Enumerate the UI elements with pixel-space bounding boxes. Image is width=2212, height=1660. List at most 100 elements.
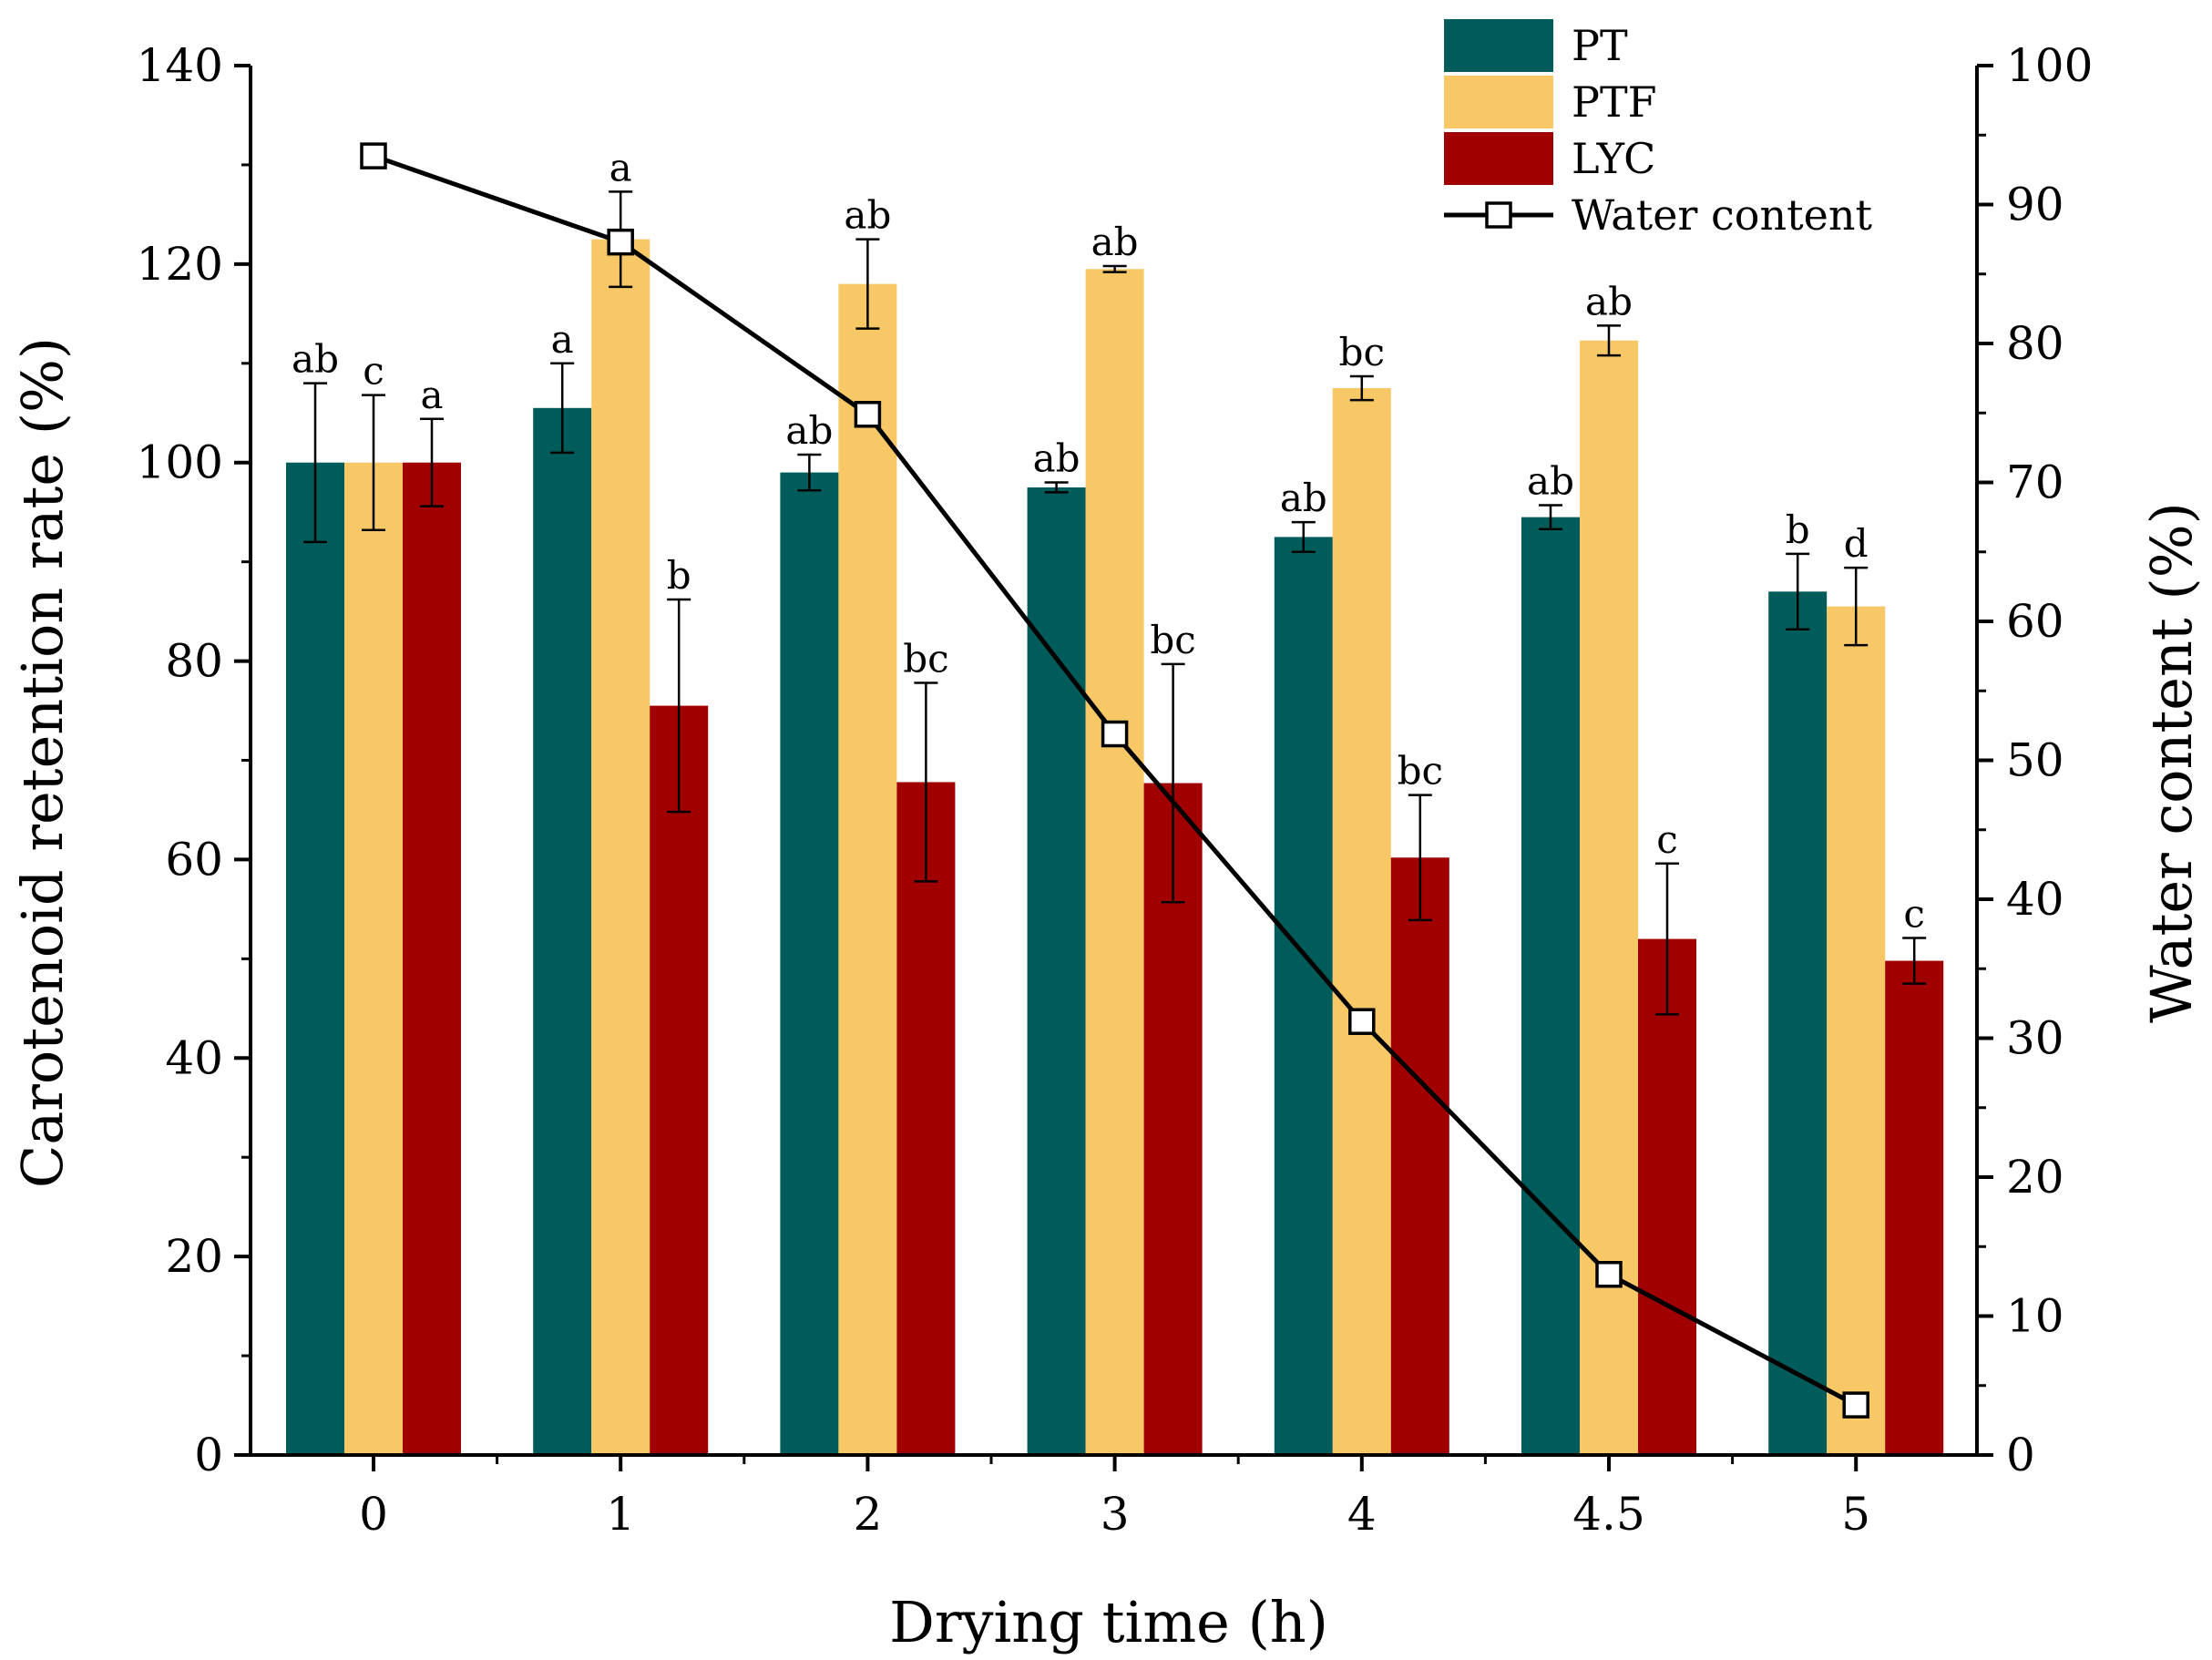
error-bar-lyc-3 [1161,662,1185,904]
x-tick-label-2: 2 [853,1488,882,1541]
significance-label-ptf-4: bc [1339,330,1385,374]
bar-ptf-4 [1332,388,1391,1456]
legend: PT PTF LYC Water content [1444,19,1872,240]
significance-label-ptf-0: c [363,349,384,394]
y-tick-label-0: 0 [194,1429,223,1481]
bar-lyc-4 [1390,857,1449,1455]
x-tick-label-5: 5 [1841,1488,1870,1541]
y2-tick-label-60: 60 [2006,595,2064,648]
y2-axis-title: Water content (%) [2138,502,2205,1023]
x-tick-label-1: 1 [606,1488,635,1541]
error-bar-ptf-2 [855,238,880,330]
error-bar-pt-4 [1291,520,1316,553]
error-bar-ptf-0 [362,394,385,532]
water-content-point-4 [1348,1008,1376,1035]
significance-label-pt-4: ab [1280,476,1327,520]
water-content-point-3 [1101,720,1129,748]
y-tick-label-80: 80 [165,635,223,688]
y2-tick-label-70: 70 [2006,456,2064,509]
y2-tick-label-80: 80 [2006,317,2064,370]
x-tick-label-0: 0 [359,1488,388,1541]
x-tick-label-3: 3 [1101,1488,1130,1541]
bar-lyc-2 [896,782,956,1455]
significance-label-pt-5: b [1786,507,1810,552]
error-bar-ptf-3 [1102,264,1127,273]
y2-tick-label-100: 100 [2006,39,2093,92]
legend-label-ptf: PTF [1572,77,1657,127]
error-bar-lyc-4 [1408,794,1432,922]
significance-label-ptf-2: ab [844,193,891,238]
legend-swatch-pt [1444,19,1553,72]
water-content-point-5 [1842,1391,1869,1419]
y2-tick-label-40: 40 [2006,873,2064,926]
y-tick-label-60: 60 [165,833,223,886]
water-content-point-4.5 [1595,1261,1623,1288]
water-content-point-2 [854,401,882,428]
bar-pt-1 [533,407,592,1455]
significance-label-pt-2: ab [785,408,833,453]
significance-label-lyc-1: b [667,553,691,598]
error-bar-ptf-5 [1844,566,1869,647]
y-tick-label-40: 40 [165,1031,223,1084]
legend-label-lyc: LYC [1572,134,1655,183]
error-bar-pt-1 [550,362,575,455]
error-bar-lyc-1 [667,598,691,814]
bar-pt-0 [286,462,344,1455]
legend-swatch-lyc [1444,132,1553,185]
significance-label-lyc-2: bc [903,637,948,681]
significance-label-lyc-0: a [420,373,443,417]
x-tick-label-4: 4 [1347,1488,1377,1541]
x-tick-label-4.5: 4.5 [1572,1488,1645,1541]
error-bar-ptf-4 [1349,374,1374,402]
significance-label-ptf-5: d [1844,521,1869,566]
significance-label-lyc-4: bc [1398,749,1443,794]
significance-label-pt-3: ab [1033,436,1080,481]
y-axis-title: Carotenoid retention rate (%) [9,337,76,1188]
bar-pt-5 [1768,591,1828,1455]
significance-label-ptf-4.5: ab [1585,279,1633,323]
legend-label-water-content: Water content [1572,190,1872,240]
bar-ptf-0 [344,462,403,1455]
water-content-line-layer [360,142,1869,1419]
significance-label-lyc-5: c [1903,891,1925,936]
bar-lyc-4.5 [1638,938,1696,1455]
significance-label-pt-1: a [551,317,574,362]
y-tick-label-100: 100 [137,436,223,489]
significance-label-lyc-4.5: c [1656,817,1678,862]
legend-label-pt: PT [1572,21,1628,70]
error-bar-ptf-4.5 [1597,324,1621,357]
water-content-point-1 [607,228,634,256]
error-bar-pt-5 [1786,552,1810,630]
y2-tick-label-90: 90 [2006,179,2064,231]
significance-label-lyc-3: bc [1150,618,1195,662]
bar-lyc-1 [650,705,709,1455]
significance-label-pt-4.5: ab [1527,459,1574,504]
bar-pt-4.5 [1521,517,1580,1455]
y-tick-label-140: 140 [137,39,223,92]
bar-ptf-3 [1085,269,1144,1455]
error-bar-pt-3 [1044,481,1069,494]
error-bar-pt-2 [797,453,822,492]
error-bar-pt-4.5 [1539,504,1562,530]
y2-tick-label-10: 10 [2006,1290,2064,1343]
legend-marker-water-content [1485,201,1512,229]
error-bar-pt-0 [303,382,327,544]
bar-ptf-2 [838,283,897,1456]
x-axis-title: Drying time (h) [889,1589,1328,1655]
y2-tick-label-30: 30 [2006,1012,2064,1065]
bar-lyc-0 [403,462,461,1455]
bar-pt-2 [780,472,839,1455]
bar-lyc-5 [1885,960,1944,1455]
bar-ptf-4.5 [1580,340,1638,1455]
significance-label-ptf-1: a [609,145,632,190]
y2-tick-label-0: 0 [2006,1429,2035,1481]
error-bar-lyc-0 [420,417,444,507]
legend-swatch-ptf [1444,76,1553,128]
bar-ptf-1 [591,239,650,1455]
y2-tick-label-50: 50 [2006,734,2064,787]
error-bar-lyc-5 [1902,937,1927,985]
error-bar-lyc-2 [914,681,938,883]
y-tick-label-20: 20 [165,1230,223,1283]
